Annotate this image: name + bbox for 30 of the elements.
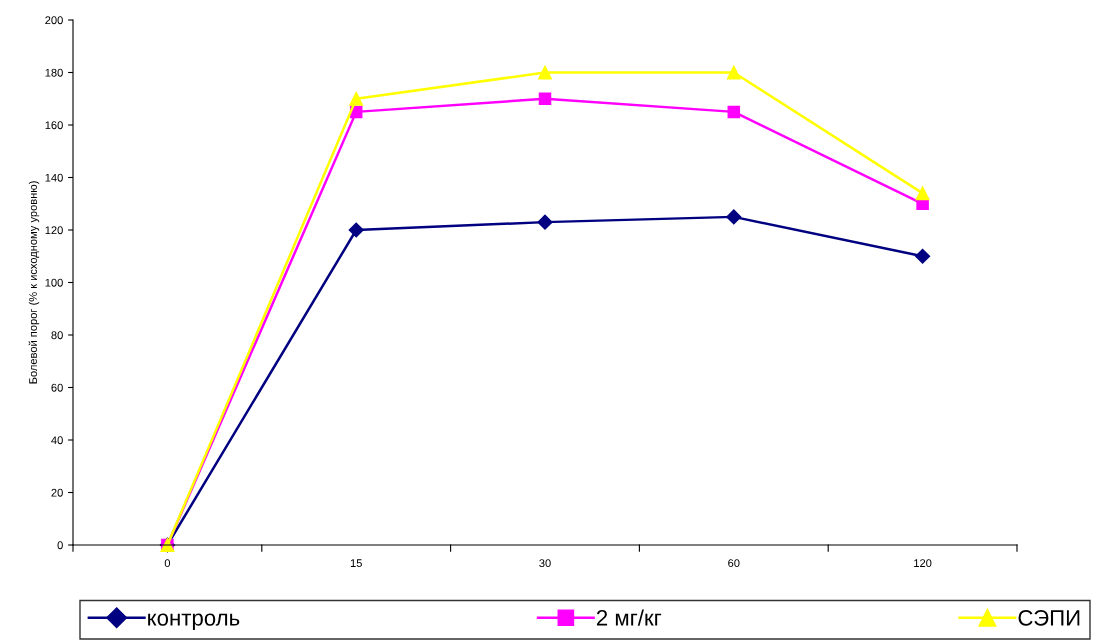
point bbox=[349, 91, 364, 106]
y-tick-label: 120 bbox=[45, 226, 63, 235]
y-tick-label: 0 bbox=[57, 541, 63, 550]
y-tick-label: 180 bbox=[45, 68, 63, 77]
y-tick-label: 160 bbox=[45, 121, 63, 130]
y-tick-label: 200 bbox=[45, 16, 63, 25]
point bbox=[537, 214, 553, 230]
y-tick-label: 80 bbox=[51, 331, 63, 340]
x-tick-label: 15 bbox=[350, 559, 362, 568]
point bbox=[538, 92, 552, 106]
y-axis-title: Болевой порог (% к исходному уровню) bbox=[28, 181, 40, 384]
x-tick-label: 120 bbox=[914, 559, 932, 568]
x-tick-label: 30 bbox=[539, 559, 551, 568]
point bbox=[726, 65, 741, 80]
y-tick-label: 40 bbox=[51, 436, 63, 445]
y-tick-label: 60 bbox=[51, 383, 63, 392]
x-tick-label: 60 bbox=[728, 559, 740, 568]
y-tick-label: 140 bbox=[45, 173, 63, 182]
x-tick-label: 0 bbox=[164, 559, 171, 568]
point bbox=[915, 186, 930, 201]
legend-label: контроль bbox=[148, 613, 240, 631]
point bbox=[538, 65, 552, 80]
y-tick-label: 100 bbox=[45, 278, 63, 287]
point bbox=[348, 222, 364, 238]
legend-label: 2 мг/кг bbox=[596, 609, 662, 626]
legend-label: СЭПИ bbox=[1018, 609, 1080, 626]
point bbox=[726, 209, 742, 225]
point bbox=[915, 248, 931, 264]
y-tick-label: 20 bbox=[51, 488, 63, 497]
point bbox=[727, 105, 741, 119]
